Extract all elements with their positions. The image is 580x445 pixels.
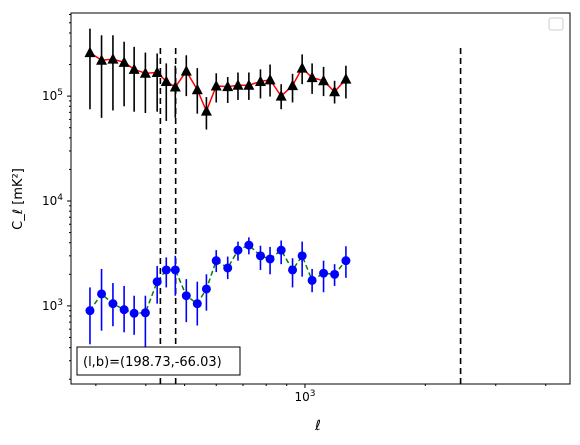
triangle-marker	[222, 80, 234, 92]
circle-marker	[170, 265, 180, 275]
circle-marker	[161, 265, 171, 275]
triangle-marker	[264, 73, 276, 85]
triangle-marker	[296, 62, 308, 73]
circle-marker	[233, 245, 243, 255]
circle-marker	[265, 254, 275, 264]
circle-marker	[97, 289, 107, 299]
circle-marker	[341, 256, 351, 266]
triangle-marker	[306, 71, 318, 83]
circle-marker	[201, 284, 211, 294]
circle-marker	[255, 251, 265, 261]
y-tick-label: 103	[42, 298, 63, 313]
triangle-marker	[340, 73, 352, 84]
axes-layer: 103 103 104 105	[42, 13, 547, 404]
circle-marker	[181, 291, 191, 301]
circle-marker	[129, 308, 139, 318]
triangle-marker	[84, 46, 96, 58]
triangle-marker	[210, 79, 222, 91]
triangle-marker	[180, 65, 192, 76]
legend	[548, 17, 564, 31]
triangle-marker	[151, 66, 163, 77]
circle-marker	[244, 240, 254, 250]
circle-marker	[288, 265, 298, 275]
circle-marker	[152, 277, 162, 287]
annotation-text: (l,b)=(198.73,-66.03)	[83, 355, 222, 370]
y-axis-label: C_ℓ [mK²]	[11, 168, 26, 230]
circle-marker	[330, 269, 340, 279]
x-axis-label: ℓ	[314, 418, 321, 434]
circle-marker	[319, 268, 329, 278]
triangle-marker	[243, 79, 255, 90]
triangle-marker	[275, 90, 287, 101]
triangle-marker	[139, 67, 151, 78]
annotation-box: (l,b)=(198.73,-66.03)	[76, 346, 241, 376]
y-tick-label: 104	[42, 193, 63, 208]
triangle-marker	[96, 54, 108, 65]
circle-marker	[108, 299, 118, 309]
triangle-marker	[107, 53, 119, 64]
circle-marker	[192, 299, 202, 309]
plot-frame	[70, 12, 571, 385]
circle-marker	[276, 245, 286, 255]
triangle-marker	[200, 105, 212, 116]
triangle-marker	[128, 63, 140, 74]
y-tick-label: 105	[42, 88, 63, 103]
triangle-marker	[232, 79, 244, 90]
circle-marker	[140, 308, 150, 318]
circle-marker	[119, 305, 129, 315]
triangle-marker	[329, 85, 341, 97]
triangle-marker	[160, 75, 172, 86]
triangle-marker	[169, 81, 181, 92]
triangle-marker	[318, 74, 330, 86]
annotation-frame	[76, 346, 241, 376]
triangle-marker	[191, 83, 203, 95]
circle-marker	[211, 256, 221, 266]
triangle-marker	[118, 56, 130, 67]
circle-marker	[307, 275, 317, 285]
x-tick-label: 103	[294, 389, 315, 404]
triangle-marker	[287, 79, 299, 91]
circle-marker	[85, 306, 95, 316]
plot-content	[84, 28, 462, 384]
triangle-marker	[254, 75, 266, 86]
circle-marker	[297, 251, 307, 261]
circle-marker	[223, 263, 233, 273]
legend-box	[548, 17, 564, 31]
